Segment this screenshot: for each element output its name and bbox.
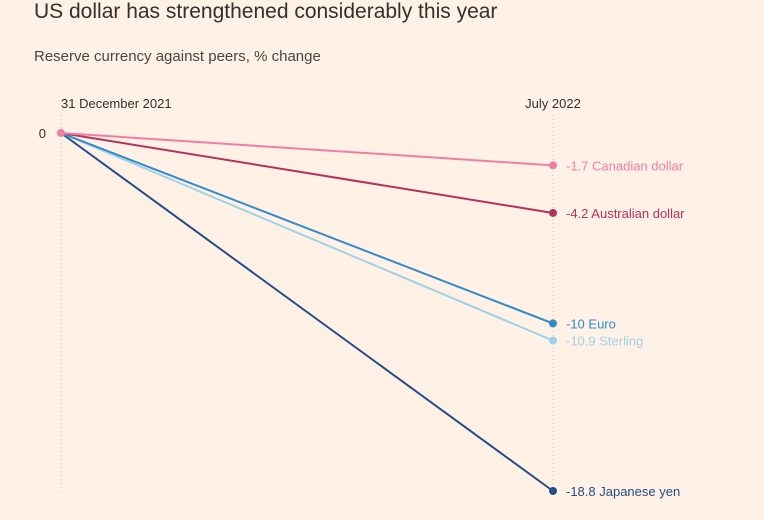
end-point-canadian-dollar	[549, 161, 557, 170]
series-label-sterling: -10.9 Sterling	[566, 334, 643, 349]
start-point	[57, 129, 65, 137]
series-label-australian-dollar: -4.2 Australian dollar	[566, 206, 685, 221]
chart-title: US dollar has strengthened considerably …	[34, 0, 498, 23]
end-point-australian-dollar	[549, 208, 557, 217]
series-line-australian-dollar	[60, 132, 554, 214]
series-line-euro	[60, 132, 554, 325]
end-point-sterling	[549, 336, 557, 345]
series-label-euro: -10 Euro	[566, 316, 616, 331]
series-line-sterling	[60, 132, 554, 342]
x-label-start: 31 December 2021	[61, 96, 172, 111]
series-label-japanese-yen: -18.8 Japanese yen	[566, 484, 680, 499]
end-point-euro	[549, 319, 557, 328]
chart-subtitle: Reserve currency against peers, % change	[34, 48, 321, 65]
end-point-japanese-yen	[549, 487, 557, 495]
x-label-end: July 2022	[525, 96, 581, 111]
series-label-canadian-dollar: -1.7 Canadian dollar	[566, 158, 684, 173]
series-line-canadian-dollar	[60, 132, 554, 167]
series-line-japanese-yen	[60, 132, 554, 492]
y-tick-zero: 0	[39, 126, 46, 141]
